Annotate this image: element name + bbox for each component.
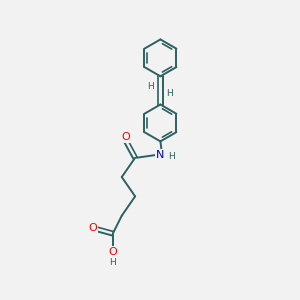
Text: N: N — [156, 150, 165, 160]
Text: O: O — [109, 247, 117, 257]
Text: O: O — [88, 223, 97, 232]
Text: H: H — [168, 152, 175, 161]
Text: H: H — [110, 258, 116, 267]
Text: H: H — [148, 82, 154, 91]
Text: H: H — [167, 89, 173, 98]
Text: O: O — [122, 132, 130, 142]
